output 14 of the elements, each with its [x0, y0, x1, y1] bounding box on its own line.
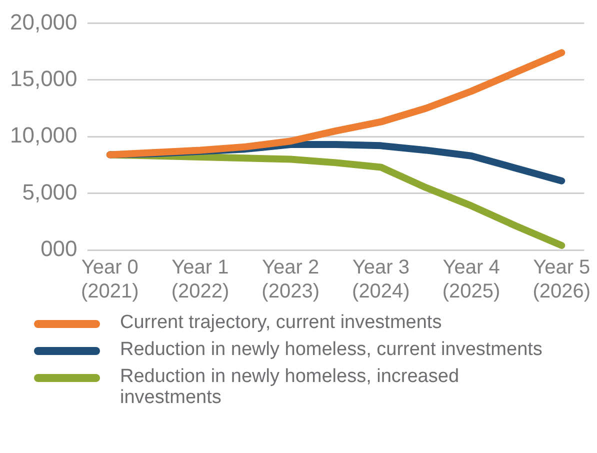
- x-tick-label: Year 3 (2024): [352, 256, 410, 303]
- y-tick-label: 000: [40, 236, 78, 262]
- y-tick-label: 15,000: [10, 66, 78, 91]
- legend-label: Reduction in newly homeless, increased investments: [120, 366, 460, 408]
- x-tick-label: Year 4 (2025): [442, 256, 500, 303]
- legend-label: Reduction in newly homeless, current investments: [120, 339, 544, 360]
- y-tick-label: 20,000: [10, 9, 78, 34]
- y-tick-label: 5,000: [22, 179, 78, 204]
- x-tick-label: Year 5 (2026): [532, 256, 591, 303]
- x-tick-label: Year 2 (2023): [262, 256, 320, 303]
- legend-label: Current trajectory, current investments: [120, 312, 443, 333]
- y-tick-label: 10,000: [10, 122, 78, 148]
- x-tick-label: Year 1 (2022): [171, 256, 230, 303]
- x-tick-label: Year 0 (2021): [80, 256, 139, 303]
